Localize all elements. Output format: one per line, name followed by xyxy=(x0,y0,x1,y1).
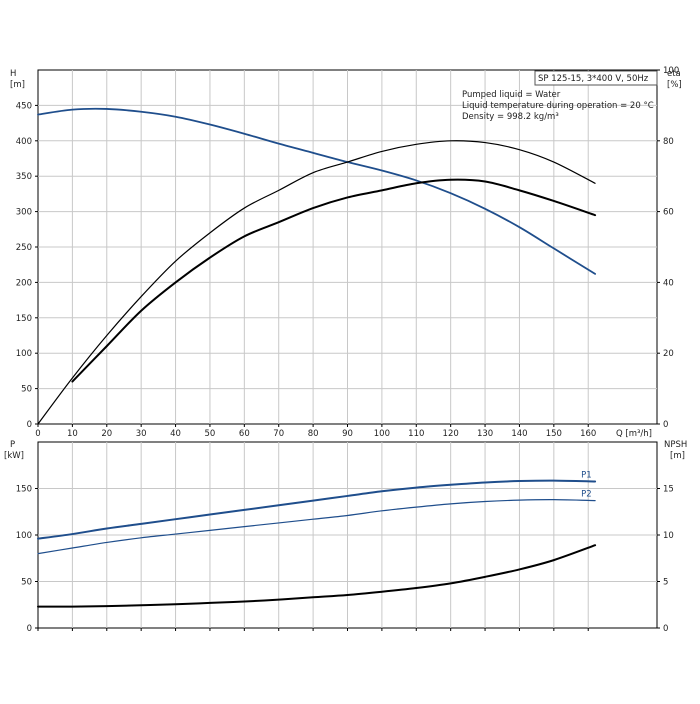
bottom-series-group: P1 P2 xyxy=(37,471,597,608)
top-grid: 0 10 20 30 40 50 60 70 80 90 100 110 120 130 140 150 160… xyxy=(16,66,679,439)
p1-power-curve xyxy=(37,479,597,540)
top-x-tick-label: 50 xyxy=(205,429,216,439)
top-x-tick-label: 60 xyxy=(239,429,250,439)
bottom-right-axis-unit: [m] xyxy=(670,451,685,461)
top-left-y-tick-label: 0 xyxy=(27,420,32,430)
top-right-y-tick-label: 20 xyxy=(663,349,674,359)
head-curve xyxy=(37,107,596,275)
title-box xyxy=(534,70,658,86)
top-x-tick-label: 110 xyxy=(408,429,424,439)
bottom-grid: 0 50 100 150 0 5 10 15 xyxy=(16,441,674,634)
top-x-tick-label: 140 xyxy=(511,429,527,439)
top-x-tick-label: 160 xyxy=(580,429,596,439)
bottom-right-y-tick-label: 0 xyxy=(663,624,668,634)
bottom-right-y-tick-label: 5 xyxy=(663,578,668,588)
bottom-left-y-tick-label: 0 xyxy=(27,624,32,634)
top-left-axis-name: H xyxy=(10,69,16,79)
bottom-right-axis-name: NPSH xyxy=(664,440,687,450)
top-left-y-tick-label: 400 xyxy=(16,137,32,147)
top-series-group xyxy=(37,107,597,425)
eta-curve-1 xyxy=(37,140,596,425)
p2-power-curve xyxy=(37,499,596,555)
top-left-y-tick-label: 200 xyxy=(16,278,32,288)
top-x-tick-label: 100 xyxy=(374,429,390,439)
bottom-right-y-tick-label: 10 xyxy=(663,531,674,541)
top-left-y-tick-label: 350 xyxy=(16,172,32,182)
axes-labels-group: H [m] eta [%] P [kW] NPSH [m] Q [m³/h] xyxy=(4,69,687,461)
top-x-tick-label: 0 xyxy=(35,429,40,439)
top-right-y-tick-label: 60 xyxy=(663,208,674,218)
bottom-left-y-tick-label: 100 xyxy=(16,531,32,541)
top-x-tick-label: 10 xyxy=(67,429,78,439)
top-right-y-tick-label: 40 xyxy=(663,278,674,288)
chart-legend: SP 125-15, 3*400 V, 50Hz Pumped liquid =… xyxy=(462,70,658,122)
top-x-tick-label: 30 xyxy=(136,429,147,439)
top-x-tick-label: 20 xyxy=(101,429,112,439)
bottom-left-axis-unit: [kW] xyxy=(4,451,24,461)
top-left-y-tick-label: 100 xyxy=(16,349,32,359)
top-right-y-tick-label: 100 xyxy=(663,66,679,76)
note-pumped-liquid: Pumped liquid = Water xyxy=(462,90,561,100)
top-x-tick-label: 120 xyxy=(443,429,459,439)
chart-title: SP 125-15, 3*400 V, 50Hz xyxy=(538,74,649,84)
top-left-axis-unit: [m] xyxy=(10,80,25,90)
bottom-left-axis-name: P xyxy=(10,440,15,450)
bottom-left-y-tick-label: 50 xyxy=(21,578,32,588)
eta-curve-2 xyxy=(71,178,597,383)
top-x-tick-label: 150 xyxy=(546,429,562,439)
p1-series-label: P1 xyxy=(581,471,592,481)
bottom-left-y-tick-label: 150 xyxy=(16,485,32,495)
bottom-right-y-tick-label: 15 xyxy=(663,485,674,495)
note-density: Density = 998.2 kg/m³ xyxy=(462,112,559,122)
top-x-tick-label: 130 xyxy=(477,429,493,439)
npsh-curve xyxy=(37,544,597,608)
p2-series-label: P2 xyxy=(581,490,592,500)
top-left-y-tick-label: 250 xyxy=(16,243,32,253)
top-left-y-tick-label: 150 xyxy=(16,314,32,324)
top-x-tick-label: 90 xyxy=(342,429,353,439)
top-x-tick-label: 70 xyxy=(273,429,284,439)
top-left-y-tick-label: 50 xyxy=(21,385,32,395)
top-right-axis-name: eta xyxy=(667,69,681,79)
top-left-y-tick-label: 300 xyxy=(16,208,32,218)
note-liquid-temperature: Liquid temperature during operation = 20… xyxy=(462,101,654,111)
top-x-tick-label: 80 xyxy=(308,429,319,439)
top-x-tick-label: 40 xyxy=(170,429,181,439)
top-left-y-tick-label: 450 xyxy=(16,101,32,111)
top-right-y-tick-label: 0 xyxy=(663,420,668,430)
top-right-axis-unit: [%] xyxy=(667,80,682,90)
top-right-y-tick-label: 80 xyxy=(663,137,674,147)
x-axis-label: Q [m³/h] xyxy=(616,429,652,439)
